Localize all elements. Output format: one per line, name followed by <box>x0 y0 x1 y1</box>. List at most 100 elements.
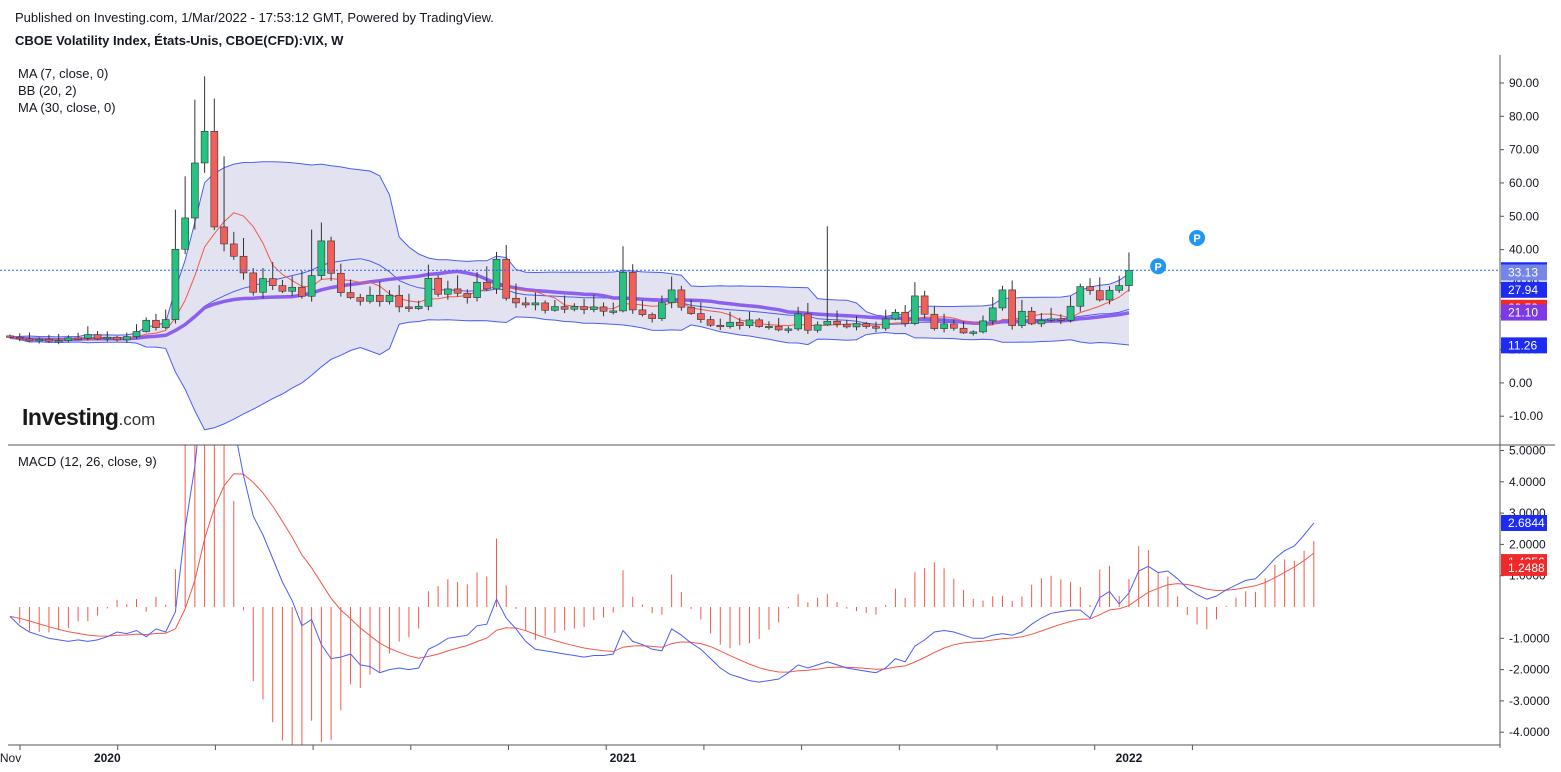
candle-down <box>755 319 764 327</box>
candle-up <box>570 306 579 310</box>
ma7-line <box>9 212 1130 341</box>
candle-down <box>298 286 306 297</box>
candle-down <box>375 294 384 302</box>
candle-down <box>1095 290 1104 301</box>
candle-down <box>327 240 335 274</box>
candle-down <box>1057 318 1065 321</box>
candle-down <box>74 337 82 340</box>
candle-up <box>881 318 890 329</box>
published-line: Published on Investing.com, 1/Mar/2022 -… <box>15 10 494 25</box>
candle-up <box>307 275 316 297</box>
candle-up <box>891 311 900 320</box>
candle-up <box>492 258 501 290</box>
price-tick-label: 80.00 <box>1509 109 1539 123</box>
candle-up <box>259 278 267 293</box>
time-label: Nov <box>0 751 21 765</box>
candle-up <box>1076 286 1085 307</box>
macd-pane[interactable] <box>9 241 1315 763</box>
price-tag <box>1501 304 1547 321</box>
macd-tick-label: 4.0000 <box>1509 475 1546 489</box>
candle-down <box>804 313 812 331</box>
price-tick-label: 50.00 <box>1509 209 1539 223</box>
candle-down <box>862 323 871 327</box>
candle-down <box>15 336 24 340</box>
candle-down <box>482 281 491 290</box>
bb-fill <box>10 161 1129 430</box>
legend-bb[interactable]: BB (20, 2) <box>18 83 77 98</box>
legend-ma30[interactable]: MA (30, close, 0) <box>18 100 116 115</box>
candle-up <box>191 162 199 219</box>
legend-ma7[interactable]: MA (7, close, 0) <box>18 66 109 81</box>
candle-down <box>25 338 34 342</box>
axes: 90.0080.0070.0060.0050.0040.0030.0020.00… <box>0 55 1555 765</box>
candle-down <box>93 334 102 340</box>
event-marker-label: P <box>1154 261 1161 273</box>
candle-up <box>911 295 919 324</box>
ma30-line <box>9 269 1130 342</box>
candle-down <box>434 277 442 295</box>
macd-tag-label: 2.6844 <box>1508 516 1545 530</box>
candle-down <box>521 302 530 306</box>
candle-up <box>1115 285 1124 291</box>
candle-up <box>765 325 773 329</box>
candle-down <box>229 243 238 257</box>
event-marker <box>1150 258 1167 275</box>
candle-up <box>1047 318 1055 321</box>
candle-up <box>200 131 209 164</box>
candle-down <box>210 131 219 228</box>
macd-tick-label: 5.0000 <box>1509 444 1546 458</box>
macd-tick-label: -4.0000 <box>1509 725 1550 739</box>
candle-down <box>541 302 549 311</box>
candle-down <box>113 336 121 341</box>
candle-down <box>901 311 909 324</box>
time-label: 2020 <box>94 751 121 765</box>
candle-down <box>220 226 228 245</box>
candle-up <box>998 289 1007 309</box>
candle-up <box>84 334 92 339</box>
price-pane[interactable]: PP <box>0 76 1500 431</box>
candle-up <box>142 319 151 332</box>
candle-down <box>152 319 160 328</box>
candle-down <box>405 306 413 309</box>
candle-up <box>667 289 676 303</box>
candle-down <box>959 327 968 334</box>
macd-tag-label: 1.2488 <box>1508 561 1545 575</box>
candle-up <box>385 294 394 302</box>
candle-up <box>35 338 43 342</box>
candle-down <box>833 320 841 325</box>
event-marker-label: P <box>1193 233 1200 245</box>
candle-down <box>239 255 248 274</box>
candle-down <box>716 324 725 328</box>
candle-down <box>512 297 520 304</box>
candle-up <box>794 313 802 330</box>
candle-up <box>531 302 540 306</box>
price-tag-label: 21.10 <box>1508 306 1538 320</box>
candle-down <box>920 295 929 315</box>
candle-down <box>638 309 647 315</box>
candle-up <box>54 340 63 343</box>
candle-down <box>346 292 355 298</box>
candle-up <box>1125 269 1133 286</box>
candle-up <box>852 323 861 328</box>
candle-down <box>356 297 365 302</box>
candle-down <box>677 289 686 308</box>
candle-up <box>988 307 997 322</box>
logo-brand: Investing <box>22 404 119 430</box>
candle-up <box>969 331 978 334</box>
candle-down <box>950 323 958 329</box>
candle-up <box>424 277 433 307</box>
candle-down <box>706 319 715 326</box>
candle-down <box>580 306 588 310</box>
event-marker <box>1189 229 1206 246</box>
legend-macd[interactable]: MACD (12, 26, close, 9) <box>18 454 157 469</box>
candle-down <box>268 278 277 286</box>
price-tag <box>1501 264 1547 281</box>
price-tag <box>1501 281 1547 298</box>
candle-up <box>784 328 793 331</box>
candle-up <box>122 336 131 341</box>
candle-up <box>317 240 326 276</box>
candle-up <box>1018 310 1026 326</box>
candle-down <box>249 272 258 293</box>
candle-up <box>551 306 559 311</box>
